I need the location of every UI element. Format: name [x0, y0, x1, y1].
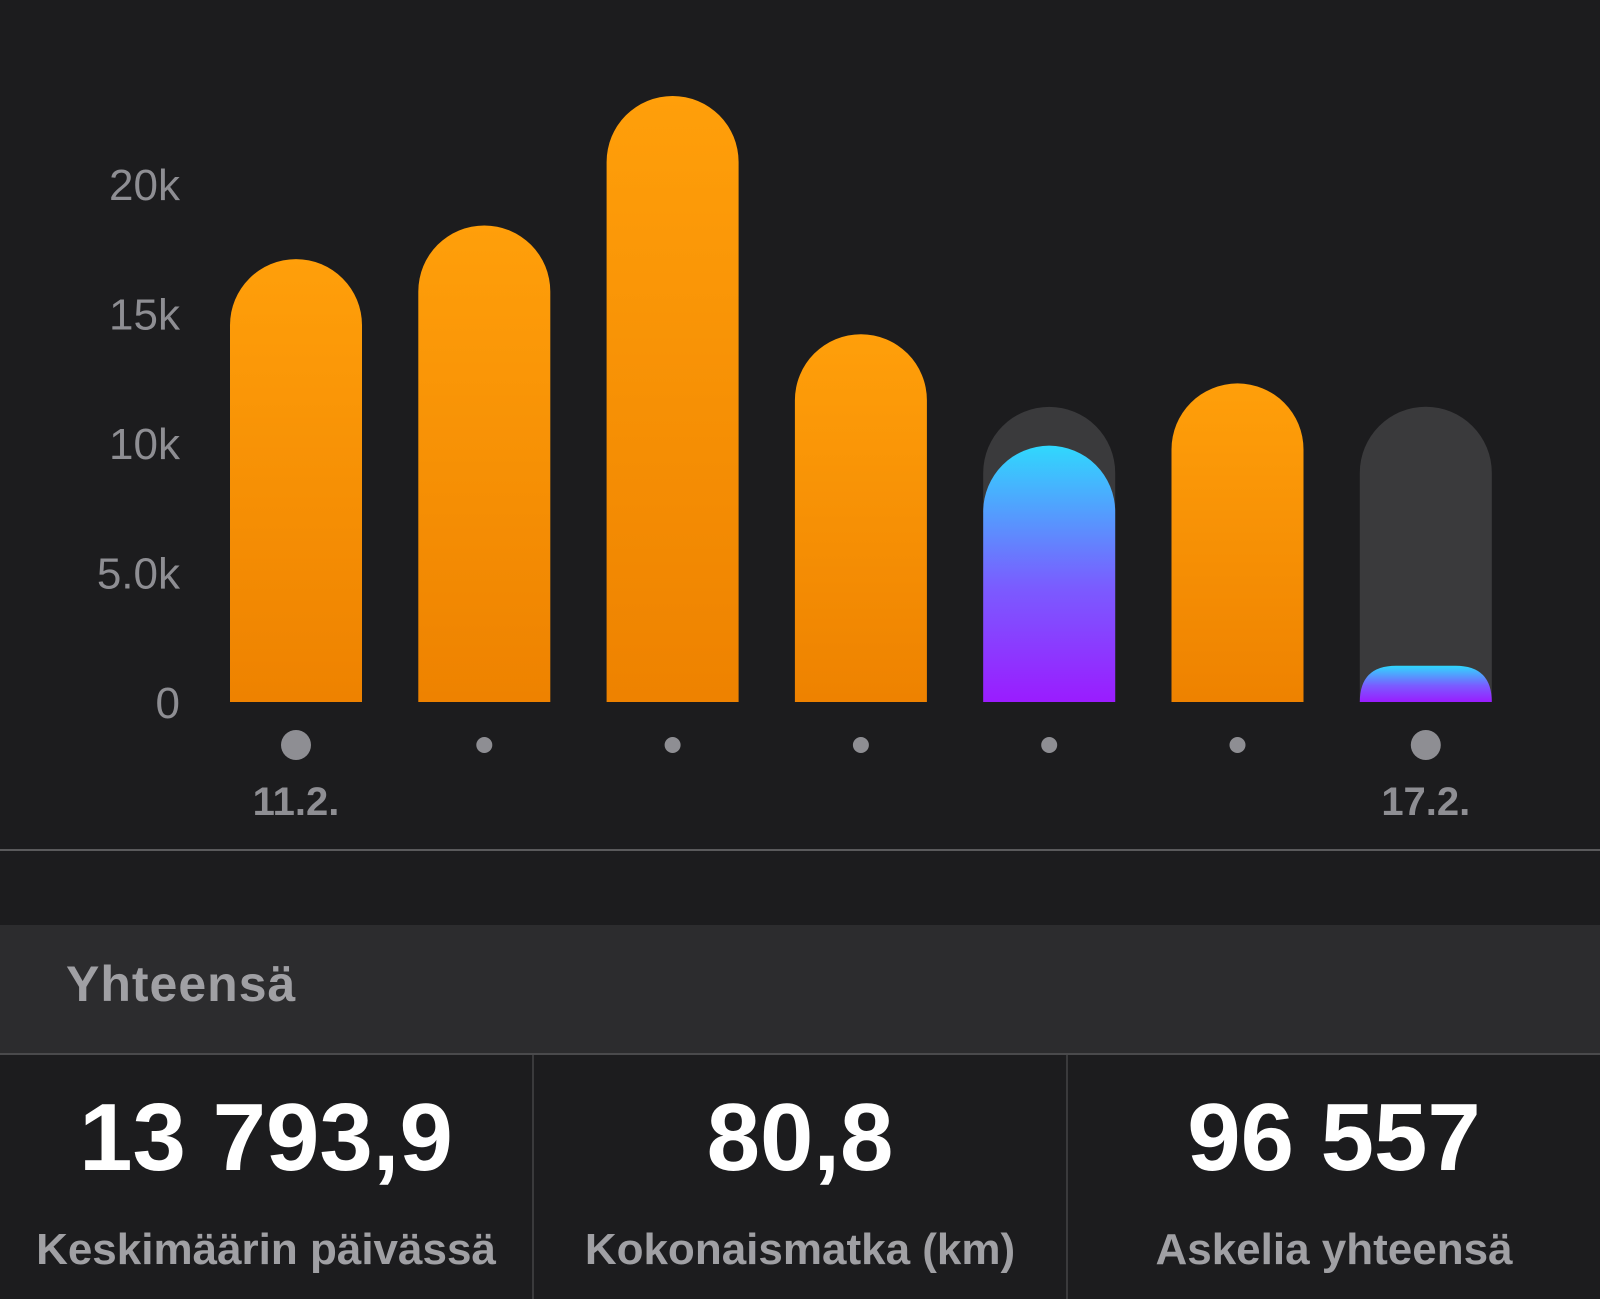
- stat-average-per-day: 13 793,9 Keskimäärin päivässä: [0, 1055, 532, 1299]
- stat-value: 13 793,9: [79, 1084, 453, 1191]
- y-tick-label: 10k: [109, 420, 181, 469]
- x-tick-dot: [476, 737, 493, 753]
- bar: [1359, 665, 1492, 702]
- steps-bar-chart: 0 5.0k 10k 15k 20k 11.2. 17.2.: [97, 95, 1492, 824]
- bar: [230, 259, 362, 702]
- bar: [606, 95, 739, 702]
- chart-divider: [0, 849, 1600, 851]
- x-tick-dot: [1229, 737, 1246, 753]
- bar: [1171, 383, 1304, 702]
- y-tick-label: 0: [156, 679, 180, 728]
- stat-label: Askelia yhteensä: [1155, 1225, 1513, 1274]
- goal-track: [1359, 406, 1492, 702]
- bars: [230, 95, 1492, 702]
- y-axis: 0 5.0k 10k 15k 20k: [97, 161, 181, 728]
- stat-total-distance: 80,8 Kokonaismatka (km): [532, 1055, 1066, 1299]
- x-tick-dot: [852, 737, 869, 753]
- stat-total-steps: 96 557 Askelia yhteensä: [1066, 1055, 1600, 1299]
- stats-row: 13 793,9 Keskimäärin päivässä 80,8 Kokon…: [0, 1055, 1600, 1299]
- y-tick-label: 20k: [109, 161, 181, 210]
- bar: [794, 334, 927, 702]
- stat-value: 80,8: [706, 1084, 894, 1191]
- stat-label: Keskimäärin päivässä: [36, 1225, 496, 1274]
- steps-chart: 0 5.0k 10k 15k 20k 11.2. 17.2.: [0, 95, 1600, 851]
- x-tick-label: 11.2.: [253, 780, 340, 824]
- bar: [418, 225, 551, 702]
- x-tick-dot-major: [1410, 730, 1441, 760]
- y-tick-label: 15k: [109, 291, 181, 340]
- x-tick-dot: [664, 737, 681, 753]
- x-axis: 11.2. 17.2.: [253, 730, 1470, 824]
- stat-label: Kokonaismatka (km): [584, 1225, 1016, 1274]
- stat-value: 96 557: [1187, 1084, 1481, 1191]
- summary-header: Yhteensä: [0, 925, 1600, 1055]
- bar: [983, 445, 1116, 702]
- x-tick-dot-major: [281, 730, 311, 760]
- x-tick-label: 17.2.: [1381, 780, 1470, 824]
- y-tick-label: 5.0k: [97, 550, 181, 599]
- x-tick-dot: [1041, 737, 1058, 753]
- summary-title: Yhteensä: [66, 956, 297, 1012]
